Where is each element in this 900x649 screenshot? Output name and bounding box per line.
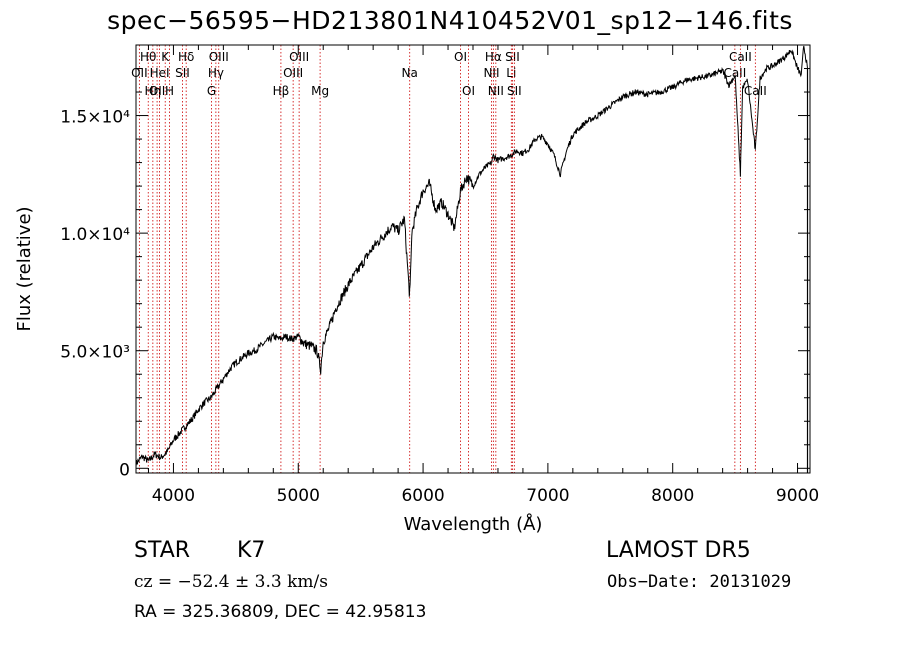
line-marker-label: Li	[506, 66, 516, 80]
line-marker-label: OIII	[289, 50, 309, 64]
line-marker-label: SII	[505, 50, 520, 64]
line-marker-label: OI	[454, 50, 467, 64]
x-tick-label: 7000	[526, 486, 569, 506]
line-marker-label: OIII	[209, 50, 229, 64]
line-marker-label: NII	[483, 66, 499, 80]
line-marker-label: OII	[131, 66, 148, 80]
line-marker-label: NII	[488, 84, 504, 98]
line-marker-label: CaII	[744, 84, 767, 98]
plot-frame	[135, 44, 811, 474]
line-marker-label: Hθ	[140, 50, 156, 64]
x-tick-label: 8000	[651, 486, 694, 506]
x-tick-label: 9000	[776, 486, 819, 506]
line-marker-label: Hδ	[178, 50, 194, 64]
x-tick-label: 4000	[152, 486, 195, 506]
object-class: STAR	[134, 538, 191, 563]
chart-title: spec−56595−HD213801N410452V01_sp12−146.f…	[107, 6, 793, 35]
line-marker-label: SII	[175, 66, 190, 80]
line-marker-label: OI	[462, 84, 475, 98]
line-marker-label: Na	[402, 66, 418, 80]
line-marker-label: Mg	[311, 84, 329, 98]
line-marker-label: G	[207, 84, 216, 98]
line-marker-label: CaII	[729, 50, 752, 64]
line-marker-label: Hβ	[273, 84, 290, 98]
x-tick-label: 5000	[277, 486, 320, 506]
x-tick-label: 6000	[401, 486, 444, 506]
y-tick-label: 5.0×10³	[60, 343, 130, 363]
y-tick-label: 0	[119, 460, 130, 480]
line-marker-label: OII	[149, 84, 166, 98]
y-tick-label: 1.5×10⁴	[60, 108, 130, 128]
object-subclass: K7	[237, 538, 266, 563]
line-marker-label: HeI	[150, 66, 170, 80]
line-marker-label: K	[161, 50, 170, 64]
line-marker-label: OIII	[283, 66, 303, 80]
y-tick-label: 1.0×10⁴	[60, 225, 130, 245]
x-axis-label: Wavelength (Å)	[404, 513, 543, 535]
redshift-cz: cz = −52.4 ± 3.3 km/s	[134, 572, 328, 592]
ra-dec-coordinates: RA = 325.36809, DEC = 42.95813	[134, 602, 427, 622]
observation-date: Obs−Date: 20131029	[607, 572, 792, 592]
line-marker-label: Hα	[485, 50, 502, 64]
line-marker-label: Hγ	[208, 66, 224, 80]
survey-name: LAMOST DR5	[606, 538, 751, 563]
line-marker-label: H	[165, 84, 174, 98]
spectrum-line	[135, 45, 808, 468]
y-axis-label: Flux (relative)	[14, 206, 35, 331]
line-marker-label: SII	[507, 84, 522, 98]
